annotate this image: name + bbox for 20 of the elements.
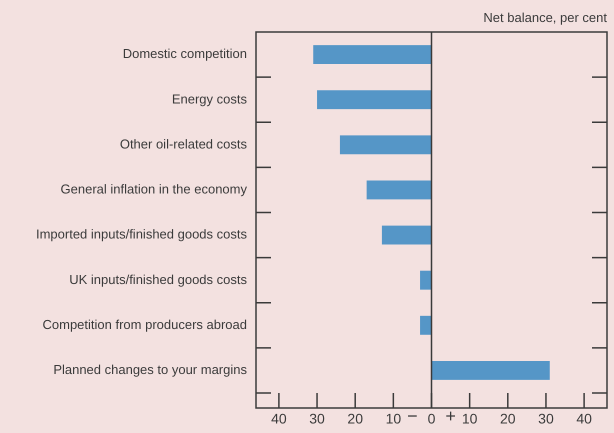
y-tick-label: Energy costs <box>172 91 248 106</box>
y-tick-label: General inflation in the economy <box>60 182 248 197</box>
x-tick-label: 10 <box>386 410 402 426</box>
x-tick-label: 20 <box>500 410 516 426</box>
x-axis-title: Net balance, per cent <box>483 10 608 25</box>
y-tick-label: Competition from producers abroad <box>42 316 247 332</box>
x-tick-label: 30 <box>538 410 554 426</box>
x-tick-label: 40 <box>271 410 287 426</box>
x-tick-label: 30 <box>309 410 326 426</box>
y-tick-label: UK inputs/finished goods costs <box>69 272 248 287</box>
y-tick-label: Imported inputs/finished goods costs <box>36 226 248 242</box>
y-tick-label: Other oil-related costs <box>120 136 248 152</box>
annotation: + <box>445 406 456 426</box>
x-tick-label: 0 <box>428 410 436 426</box>
y-tick-label: Planned changes to your margins <box>53 362 248 378</box>
annotation: − <box>407 406 418 426</box>
x-tick-label: 10 <box>462 410 478 426</box>
x-tick-label: 40 <box>576 410 592 426</box>
y-tick-label: Domestic competition <box>122 46 247 62</box>
x-tick-label: 20 <box>347 410 364 426</box>
